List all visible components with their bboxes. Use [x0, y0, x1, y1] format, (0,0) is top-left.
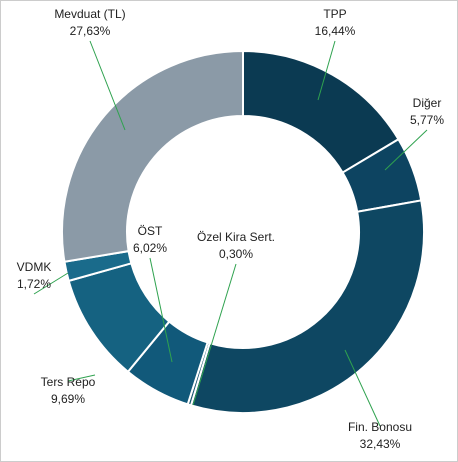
leader-line [149, 257, 173, 363]
value-label: 0,30% [219, 247, 253, 261]
value-label: 1,72% [17, 277, 51, 291]
value-label: 9,69% [51, 392, 85, 406]
value-label: 5,77% [410, 113, 444, 127]
donut-slice [189, 199, 425, 414]
leader-line [192, 263, 237, 406]
leader-line [344, 349, 381, 427]
category-label: TPP [323, 7, 346, 21]
category-label: Fin. Bonosu [348, 420, 412, 434]
value-label: 32,43% [360, 437, 401, 451]
leader-line [67, 374, 96, 382]
category-label: Mevduat (TL) [54, 7, 125, 21]
category-label: ÖST [138, 224, 163, 238]
value-label: 16,44% [315, 24, 356, 38]
leader-line [384, 129, 428, 171]
leader-line [33, 272, 69, 295]
category-label: Ters Repo [41, 375, 96, 389]
category-label: Diğer [413, 96, 442, 110]
leader-line [89, 40, 126, 131]
category-label: VDMK [17, 260, 52, 274]
leader-line [317, 40, 336, 101]
category-label: Özel Kira Sert. [197, 230, 275, 244]
donut-slice [61, 49, 244, 263]
value-label: 6,02% [133, 241, 167, 255]
value-label: 27,63% [70, 24, 111, 38]
